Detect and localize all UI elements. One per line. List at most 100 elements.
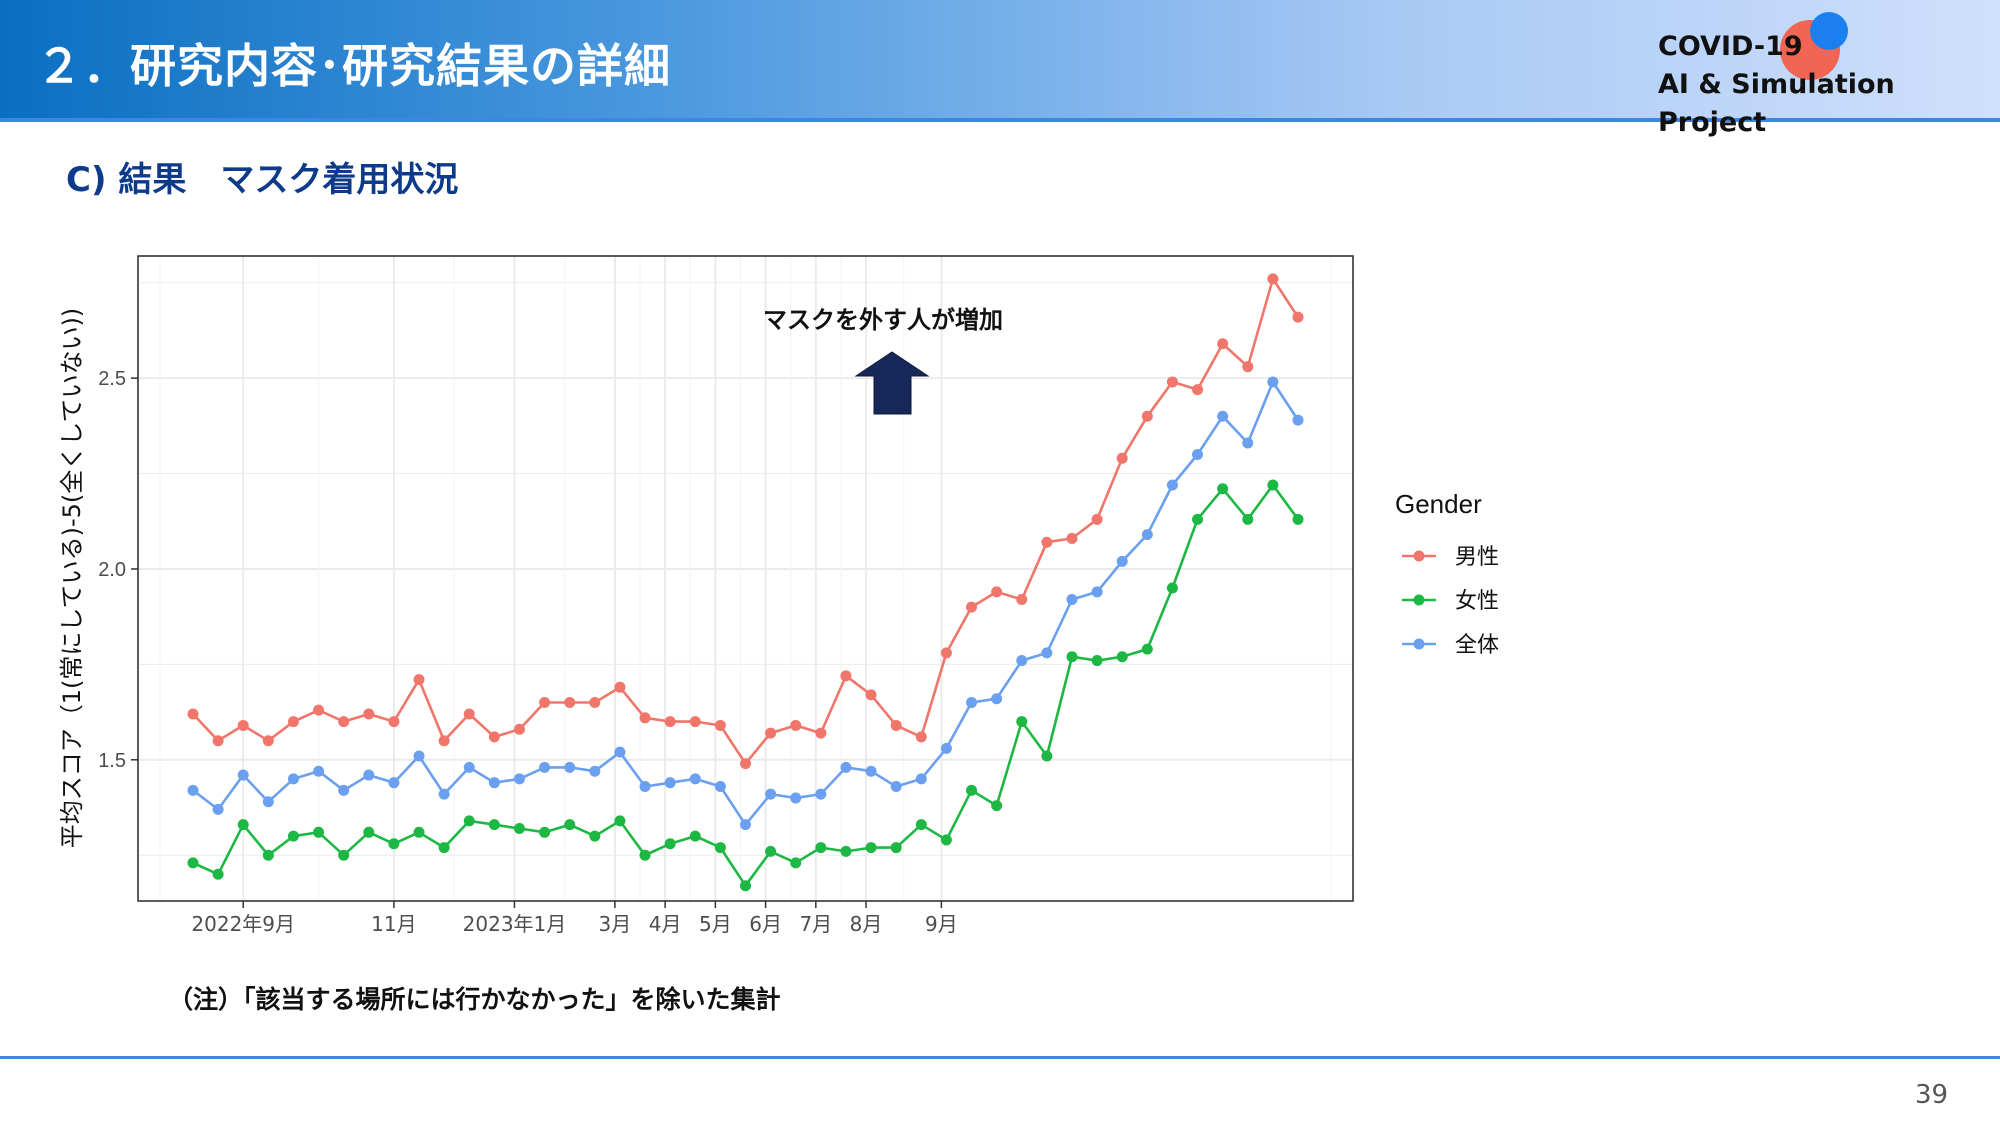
data-point [463, 708, 475, 720]
data-point [865, 842, 877, 854]
logo-line1: COVID-19 [1658, 31, 1803, 62]
legend-marker [1413, 550, 1425, 562]
data-point [1091, 655, 1103, 667]
data-point [1242, 513, 1254, 525]
data-point [187, 784, 199, 796]
data-point [815, 842, 827, 854]
data-point [664, 716, 676, 728]
data-point [589, 697, 601, 709]
data-point [1116, 555, 1128, 567]
data-point [991, 800, 1003, 812]
data-point [714, 781, 726, 793]
data-point [1066, 532, 1078, 544]
project-logo: COVID-19 AI & Simulation Project [1658, 28, 2000, 142]
data-point [363, 826, 375, 838]
data-point [1066, 651, 1078, 663]
data-point [388, 716, 400, 728]
x-tick-label: 5月 [699, 912, 732, 936]
data-point [991, 586, 1003, 598]
data-point [689, 773, 701, 785]
data-point [1242, 361, 1254, 373]
data-point [865, 765, 877, 777]
data-point [1141, 529, 1153, 541]
data-point [262, 796, 274, 808]
legend-label: 女性 [1455, 589, 1499, 614]
data-point [564, 697, 576, 709]
x-tick-label: 11月 [371, 912, 416, 936]
data-point [1116, 651, 1128, 663]
header-bar [0, 0, 2000, 118]
data-point [840, 845, 852, 857]
data-point [865, 689, 877, 701]
data-point [765, 727, 777, 739]
data-point [1292, 513, 1304, 525]
x-tick-label: 2022年9月 [191, 912, 295, 936]
footnote: （注）「該当する場所には行かなかった」を除いた集計 [168, 985, 781, 1014]
data-point [1267, 376, 1279, 388]
data-point [463, 815, 475, 827]
page-number: 39 [1915, 1080, 1949, 1110]
x-tick-label: 4月 [649, 912, 682, 936]
data-point [237, 769, 249, 781]
up-arrow-icon [854, 351, 930, 415]
data-point [413, 674, 425, 686]
data-point [890, 842, 902, 854]
data-point [915, 731, 927, 743]
data-point [313, 765, 325, 777]
data-point [513, 723, 525, 735]
data-point [589, 830, 601, 842]
legend-marker [1413, 594, 1425, 606]
data-point [313, 826, 325, 838]
logo-line2: AI & Simulation Project [1658, 69, 1895, 138]
data-point [1217, 483, 1229, 495]
data-point [1242, 437, 1254, 449]
data-point [363, 708, 375, 720]
data-point [338, 716, 350, 728]
data-point [1267, 479, 1279, 491]
x-tick-label: 3月 [599, 912, 632, 936]
x-tick-label: 9月 [925, 912, 958, 936]
x-tick-label: 2023年1月 [463, 912, 567, 936]
data-point [212, 803, 224, 815]
header-divider [0, 118, 2000, 122]
data-point [790, 857, 802, 869]
data-point [413, 826, 425, 838]
data-point [991, 693, 1003, 705]
x-tick-label: 8月 [850, 912, 883, 936]
data-point [664, 777, 676, 789]
data-point [488, 819, 500, 831]
data-point [890, 781, 902, 793]
data-point [1041, 750, 1053, 762]
data-point [539, 826, 551, 838]
data-point [639, 712, 651, 724]
data-point [1192, 448, 1204, 460]
data-point [1292, 311, 1304, 323]
data-point [1166, 479, 1178, 491]
data-point [262, 849, 274, 861]
chart-annotation: マスクを外す人が増加 [763, 306, 1003, 334]
data-point [940, 647, 952, 659]
x-tick-label: 6月 [749, 912, 782, 936]
data-point [740, 880, 751, 892]
data-point [1192, 513, 1204, 525]
data-point [966, 697, 978, 709]
data-point [714, 842, 726, 854]
data-point [890, 719, 902, 731]
data-point [564, 819, 576, 831]
x-tick-label: 7月 [799, 912, 832, 936]
data-point [940, 742, 952, 754]
data-point [1292, 414, 1304, 426]
data-point [363, 769, 375, 781]
data-point [740, 758, 751, 770]
data-point [564, 761, 576, 773]
data-point [212, 868, 224, 880]
data-point [966, 601, 978, 613]
y-tick-label: 2.0 [98, 559, 126, 581]
data-point [287, 773, 299, 785]
data-point [1166, 582, 1178, 594]
data-point [187, 857, 199, 869]
data-point [262, 735, 274, 747]
data-point [513, 773, 525, 785]
